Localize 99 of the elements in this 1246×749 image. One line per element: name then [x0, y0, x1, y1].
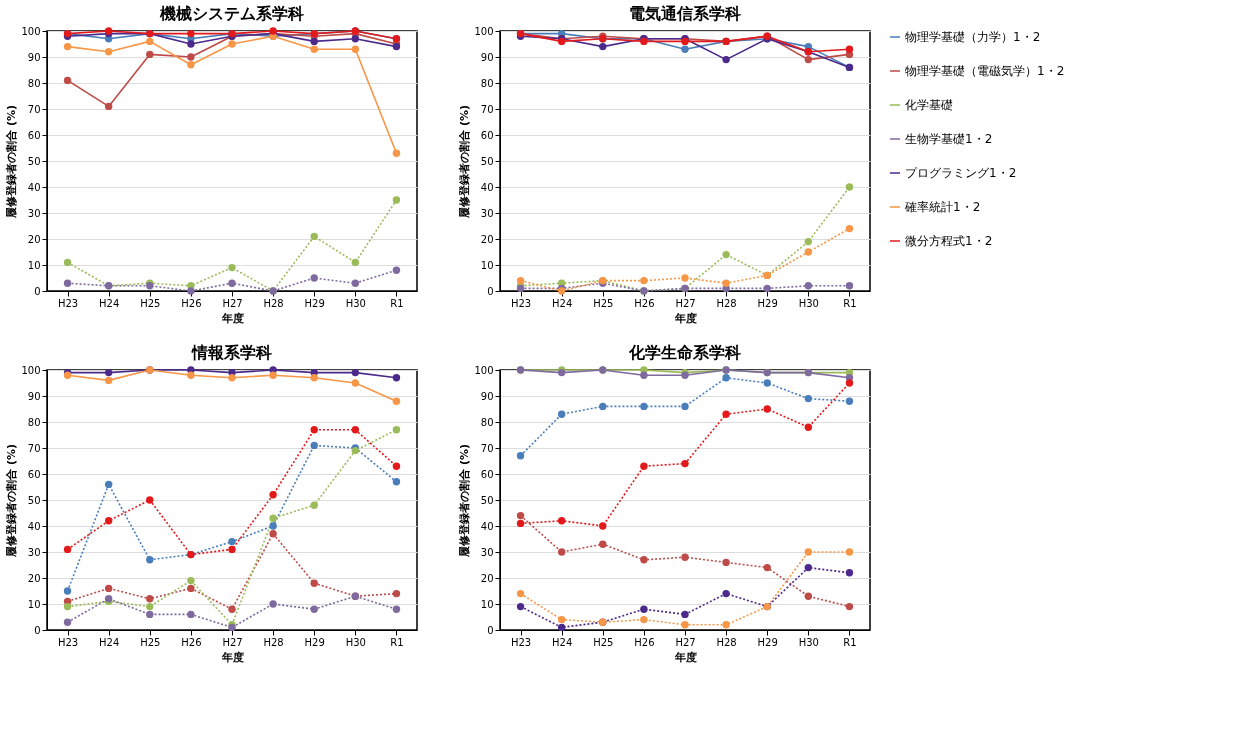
x-tick-label: H27: [222, 636, 243, 648]
x-tick-label: H27: [222, 297, 243, 309]
x-tick-label: H27: [675, 636, 696, 648]
x-tick-label: H26: [634, 297, 655, 309]
x-tick-label: H26: [181, 636, 202, 648]
y-tick-label: 90: [480, 51, 494, 63]
y-tick-label: 20: [27, 233, 41, 245]
y-tick-label: 30: [480, 546, 494, 558]
y-tick-label: 10: [27, 598, 41, 610]
x-tick-label: H25: [593, 297, 614, 309]
y-tick-label: 90: [480, 390, 494, 402]
y-tick-label: 100: [21, 364, 41, 376]
x-tick-label: R1: [843, 636, 857, 648]
y-tick-label: 40: [27, 181, 41, 193]
x-tick-label: H23: [510, 636, 532, 648]
y-tick-label: 60: [480, 468, 494, 480]
y-tick-label: 0: [34, 285, 41, 297]
y-axis-title: 履修登録者の割合 (%): [5, 444, 19, 558]
y-tick-label: 70: [480, 442, 494, 454]
x-tick-label: H29: [757, 636, 778, 648]
y-tick-label: 30: [27, 546, 41, 558]
y-tick-label: 80: [480, 416, 494, 428]
x-tick-label: R1: [390, 636, 404, 648]
legend-label: 確率統計1・2: [904, 200, 981, 214]
x-tick-label: H28: [263, 636, 284, 648]
x-tick-label: H28: [263, 297, 284, 309]
y-axis-title: 履修登録者の割合 (%): [458, 105, 472, 219]
y-tick-label: 80: [27, 416, 41, 428]
legend-label: 物理学基礎（力学）1・2: [905, 30, 1041, 44]
y-tick-label: 50: [480, 155, 494, 167]
y-tick-label: 60: [480, 129, 494, 141]
x-tick-label: H29: [304, 636, 325, 648]
y-tick-label: 20: [480, 233, 494, 245]
y-tick-label: 10: [27, 259, 41, 271]
legend-label: 物理学基礎（電磁気学）1・2: [905, 64, 1065, 78]
chart-title: 化学生命系学科: [628, 343, 741, 362]
x-axis-title: 年度: [220, 311, 244, 325]
y-axis-title: 履修登録者の割合 (%): [5, 105, 19, 219]
y-tick-label: 50: [27, 494, 41, 506]
y-tick-label: 0: [34, 624, 41, 636]
y-tick-label: 30: [27, 207, 41, 219]
legend-label: 生物学基礎1・2: [905, 132, 993, 146]
y-tick-label: 10: [480, 259, 494, 271]
x-tick-label: H23: [510, 297, 532, 309]
y-tick-label: 0: [487, 285, 494, 297]
x-axis-title: 年度: [673, 311, 697, 325]
y-tick-label: 40: [480, 520, 494, 532]
x-tick-label: H27: [675, 297, 696, 309]
y-tick-label: 100: [474, 25, 494, 37]
x-tick-label: H24: [552, 297, 573, 309]
x-tick-label: R1: [843, 297, 857, 309]
y-tick-label: 70: [480, 103, 494, 115]
y-tick-label: 10: [480, 598, 494, 610]
y-tick-label: 100: [474, 364, 494, 376]
x-tick-label: H25: [593, 636, 614, 648]
chart-title: 機械システム系学科: [159, 4, 304, 23]
x-tick-label: H24: [99, 636, 120, 648]
x-tick-label: H26: [181, 297, 202, 309]
y-tick-label: 60: [27, 468, 41, 480]
x-tick-label: H28: [716, 636, 737, 648]
x-tick-label: H25: [140, 636, 161, 648]
chart-title: 電気通信系学科: [629, 4, 741, 23]
y-tick-label: 70: [27, 442, 41, 454]
y-tick-label: 60: [27, 129, 41, 141]
legend-label: プログラミング1・2: [905, 166, 1017, 180]
y-tick-label: 40: [480, 181, 494, 193]
x-tick-label: H30: [798, 636, 819, 648]
y-tick-label: 40: [27, 520, 41, 532]
y-tick-label: 20: [480, 572, 494, 584]
y-tick-label: 90: [27, 51, 41, 63]
x-axis-title: 年度: [220, 650, 244, 664]
x-tick-label: H23: [57, 297, 79, 309]
x-axis-title: 年度: [673, 650, 697, 664]
chart-title: 情報系学科: [191, 343, 272, 362]
y-tick-label: 50: [27, 155, 41, 167]
y-tick-label: 20: [27, 572, 41, 584]
x-tick-label: H30: [345, 636, 366, 648]
y-tick-label: 70: [27, 103, 41, 115]
y-tick-label: 80: [27, 77, 41, 89]
legend-label: 化学基礎: [905, 98, 953, 112]
x-tick-label: H26: [634, 636, 655, 648]
y-tick-label: 100: [21, 25, 41, 37]
legend-label: 微分方程式1・2: [905, 234, 993, 248]
x-tick-label: H30: [798, 297, 819, 309]
x-tick-label: H24: [552, 636, 573, 648]
y-tick-label: 0: [487, 624, 494, 636]
x-tick-label: H29: [304, 297, 325, 309]
y-axis-title: 履修登録者の割合 (%): [458, 444, 472, 558]
x-tick-label: H25: [140, 297, 161, 309]
x-tick-label: H29: [757, 297, 778, 309]
y-tick-label: 50: [480, 494, 494, 506]
y-tick-label: 90: [27, 390, 41, 402]
y-tick-label: 30: [480, 207, 494, 219]
x-tick-label: H24: [99, 297, 120, 309]
x-tick-label: H28: [716, 297, 737, 309]
y-tick-label: 80: [480, 77, 494, 89]
x-tick-label: R1: [390, 297, 404, 309]
x-tick-label: H23: [57, 636, 79, 648]
x-tick-label: H30: [345, 297, 366, 309]
